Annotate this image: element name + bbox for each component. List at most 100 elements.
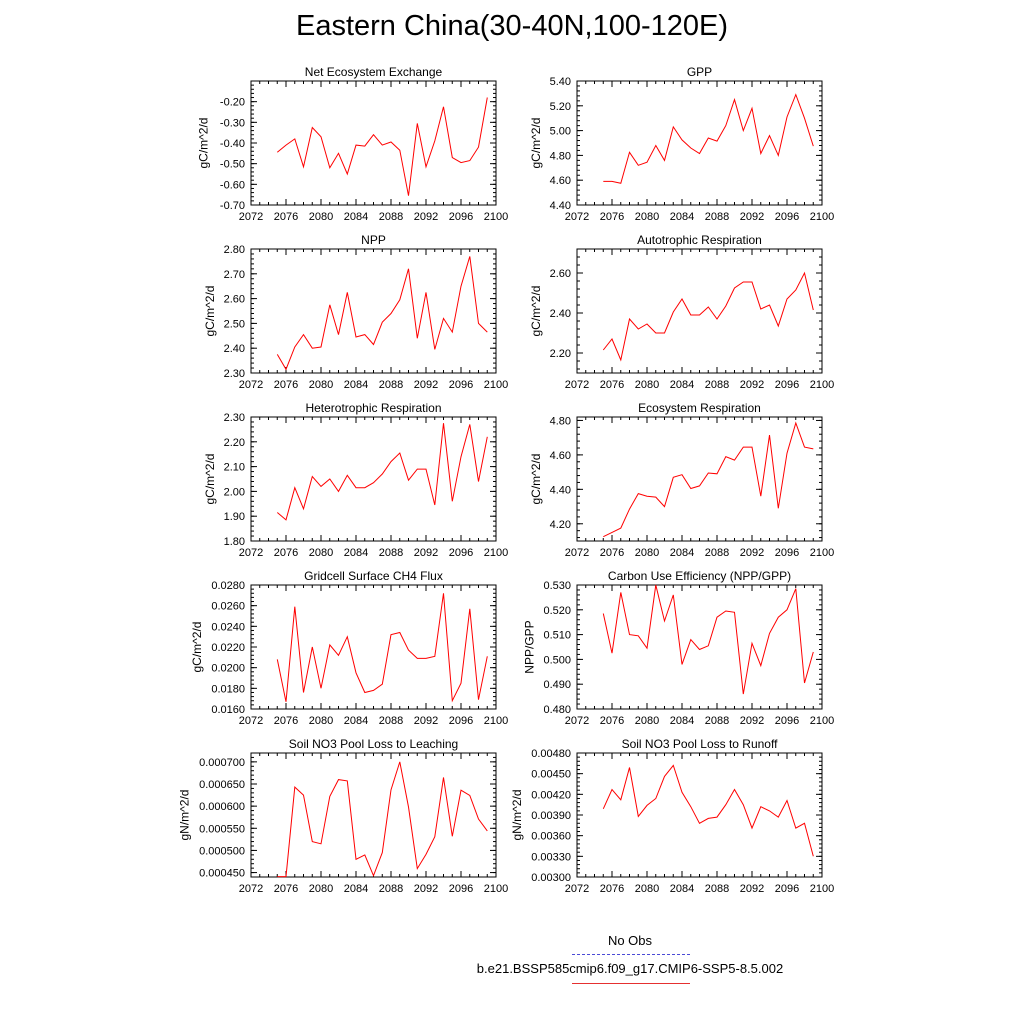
x-tick-label: 2096: [775, 715, 799, 727]
x-tick-label: 2076: [274, 715, 298, 727]
x-tick-label: 2084: [344, 211, 368, 223]
y-tick-label: 0.00420: [531, 789, 571, 801]
x-tick-label: 2076: [600, 715, 624, 727]
x-tick-label: 2084: [344, 547, 368, 559]
x-tick-label: 2088: [705, 547, 729, 559]
y-axis-label: gC/m^2/d: [529, 286, 543, 337]
x-tick-label: 2096: [449, 211, 473, 223]
y-tick-label: 0.000550: [199, 823, 245, 835]
y-tick-label: 0.000650: [199, 779, 245, 791]
y-tick-label: 1.80: [224, 536, 245, 548]
y-tick-label: 2.30: [224, 368, 245, 380]
x-tick-label: 2092: [414, 211, 438, 223]
series-line: [277, 761, 488, 878]
y-tick-label: 4.80: [550, 415, 571, 427]
x-tick-label: 2088: [379, 883, 403, 895]
legend-no-obs-label: No Obs: [607, 933, 653, 948]
y-axis-label: gC/m^2/d: [203, 454, 217, 505]
chart-title: Ecosystem Respiration: [638, 401, 761, 415]
chart-panel-5: Heterotrophic Respiration 2072 2076 2080 208…: [203, 401, 508, 559]
plot-frame: [576, 752, 823, 878]
y-tick-label: 5.20: [550, 101, 571, 113]
x-tick-label: 2084: [670, 547, 694, 559]
x-tick-label: 2096: [775, 883, 799, 895]
x-tick-label: 2100: [484, 883, 508, 895]
chart-panel-9: Soil NO3 Pool Loss to Leaching 2072 2076 20…: [178, 737, 509, 895]
plot-frame: [250, 416, 497, 542]
legend-no-obs-line: [572, 954, 690, 955]
x-tick-label: 2088: [379, 211, 403, 223]
x-tick-label: 2092: [414, 715, 438, 727]
y-tick-label: 0.0160: [211, 704, 245, 716]
chart-panel-3: NPP 2072 2076 2080 2084 2088 2092 2096 2100 2.30 2…: [203, 233, 508, 391]
x-tick-label: 2076: [274, 211, 298, 223]
y-tick-label: 0.00300: [531, 872, 571, 884]
x-tick-label: 2096: [775, 211, 799, 223]
y-tick-label: 4.20: [550, 519, 571, 531]
x-tick-label: 2088: [705, 211, 729, 223]
x-tick-label: 2080: [635, 379, 659, 391]
y-tick-label: -0.40: [220, 138, 245, 150]
chart-title: Soil NO3 Pool Loss to Leaching: [289, 737, 458, 751]
x-tick-label: 2080: [635, 883, 659, 895]
y-tick-label: 0.000700: [199, 757, 245, 769]
x-tick-label: 2096: [449, 379, 473, 391]
y-tick-label: 0.0280: [211, 580, 245, 592]
y-tick-label: 0.0180: [211, 683, 245, 695]
x-tick-label: 2076: [274, 379, 298, 391]
y-tick-label: -0.50: [220, 159, 245, 171]
y-tick-label: 0.00390: [531, 810, 571, 822]
y-tick-label: 0.0240: [211, 621, 245, 633]
series-line: [602, 271, 814, 362]
series-line: [276, 423, 488, 521]
x-tick-label: 2080: [635, 547, 659, 559]
x-tick-label: 2092: [414, 547, 438, 559]
y-tick-label: -0.70: [220, 200, 245, 212]
y-axis-label: gN/m^2/d: [178, 790, 192, 841]
x-tick-label: 2092: [740, 715, 764, 727]
x-tick-label: 2100: [484, 715, 508, 727]
x-tick-label: 2084: [344, 883, 368, 895]
x-tick-label: 2076: [274, 547, 298, 559]
x-tick-label: 2092: [740, 883, 764, 895]
legend-case-line: [572, 983, 690, 984]
y-axis-label: gC/m^2/d: [529, 118, 543, 169]
x-tick-label: 2088: [705, 715, 729, 727]
y-tick-label: 5.40: [550, 76, 571, 88]
x-tick-label: 2100: [484, 211, 508, 223]
x-tick-label: 2072: [239, 883, 263, 895]
y-tick-label: 2.50: [224, 318, 245, 330]
y-tick-label: -0.60: [220, 179, 245, 191]
y-tick-label: 0.0200: [211, 663, 245, 675]
y-tick-label: 2.30: [224, 412, 245, 424]
y-axis-label: gC/m^2/d: [529, 454, 543, 505]
plot-frame: [250, 248, 497, 374]
x-tick-label: 2076: [600, 547, 624, 559]
y-tick-label: 0.00480: [531, 748, 571, 760]
y-tick-label: 0.510: [543, 630, 571, 642]
series-line: [276, 593, 488, 703]
y-tick-label: 2.20: [224, 437, 245, 449]
y-tick-label: 2.40: [550, 308, 571, 320]
x-tick-label: 2072: [239, 211, 263, 223]
chart-title: GPP: [687, 65, 712, 79]
series-line: [603, 421, 814, 538]
x-tick-label: 2080: [635, 715, 659, 727]
x-tick-label: 2092: [414, 379, 438, 391]
y-tick-label: 2.80: [224, 244, 245, 256]
y-tick-label: 0.000500: [199, 845, 245, 857]
x-tick-label: 2080: [309, 715, 333, 727]
y-axis-label: gN/m^2/d: [510, 790, 524, 841]
x-tick-label: 2072: [565, 211, 589, 223]
x-tick-label: 2084: [670, 379, 694, 391]
plot-frame: [576, 416, 823, 542]
chart-panel-1: Net Ecosystem Exchange 2072 2076 2080 2084 20…: [197, 65, 509, 223]
chart-title: Net Ecosystem Exchange: [305, 65, 443, 79]
x-tick-label: 2100: [484, 379, 508, 391]
x-tick-label: 2072: [239, 379, 263, 391]
y-tick-label: 5.00: [550, 126, 571, 138]
x-tick-label: 2080: [309, 883, 333, 895]
x-tick-label: 2084: [670, 211, 694, 223]
y-tick-label: 0.00330: [531, 851, 571, 863]
